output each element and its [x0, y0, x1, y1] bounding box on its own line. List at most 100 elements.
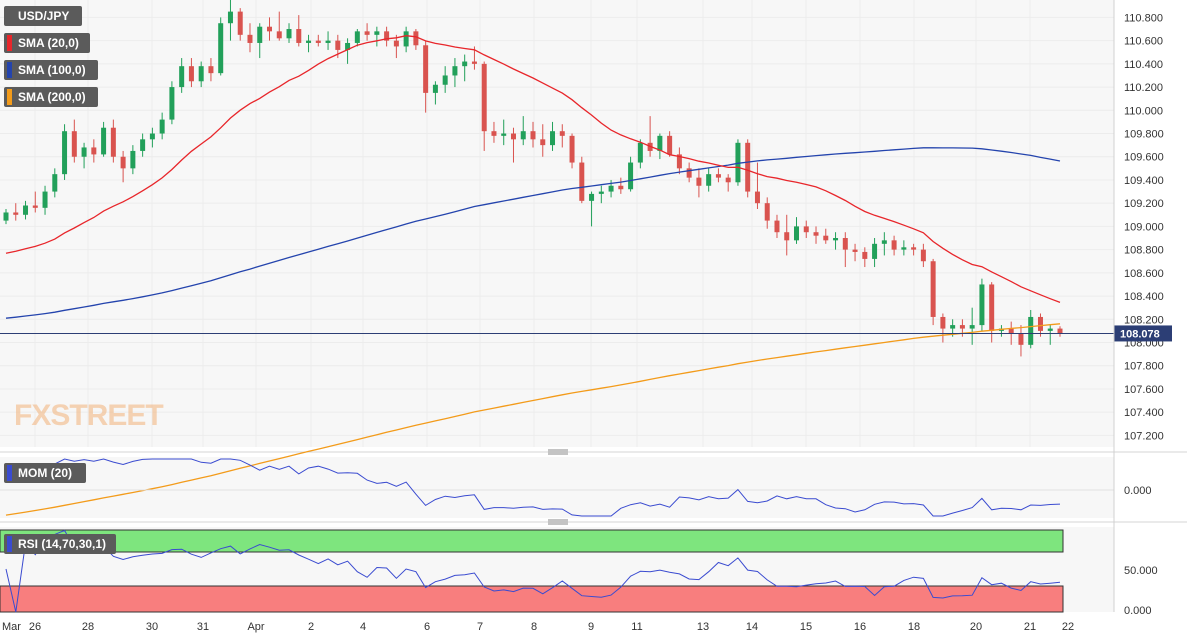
price-tick-label: 108.200 — [1124, 314, 1164, 326]
x-tick-label: 26 — [29, 621, 41, 633]
mom-panel — [0, 457, 1114, 518]
candle-body — [91, 147, 97, 155]
candle-body — [784, 232, 790, 241]
current-price-label: 108.078 — [1120, 328, 1160, 340]
candle-body — [364, 31, 370, 35]
x-tick-label: 16 — [854, 621, 866, 633]
candle-body — [715, 174, 721, 178]
candle-body — [13, 212, 19, 215]
candle-body — [432, 84, 438, 93]
candle-body — [110, 127, 116, 157]
candle-body — [393, 40, 399, 47]
candle-body — [569, 135, 575, 163]
sma100-swatch — [7, 62, 12, 78]
sma20-swatch — [7, 35, 12, 51]
candle-body — [794, 226, 799, 241]
candle-body — [686, 168, 692, 178]
price-tick-label: 109.200 — [1124, 198, 1164, 210]
candle-body — [179, 66, 185, 88]
x-tick-label: 30 — [146, 621, 158, 633]
candle-body — [286, 29, 292, 39]
candle-body — [930, 261, 936, 317]
candle-body — [423, 45, 429, 93]
legend-sma20: SMA (20,0) — [4, 33, 90, 53]
candle-body — [1047, 328, 1053, 331]
candle-body — [23, 205, 29, 215]
candle-body — [1057, 328, 1063, 334]
candle-body — [1037, 316, 1043, 331]
candle-body — [872, 243, 878, 259]
candle-body — [1028, 316, 1034, 345]
price-tick-label: 107.800 — [1124, 361, 1164, 373]
candle-body — [959, 325, 965, 329]
candle-body — [589, 193, 595, 201]
price-tick-label: 107.600 — [1124, 384, 1164, 396]
candle-body — [920, 249, 926, 262]
candle-body — [579, 162, 585, 201]
candle-body — [227, 11, 233, 24]
candle-body — [140, 139, 146, 151]
candle-body — [315, 40, 321, 43]
price-tick-label: 109.800 — [1124, 129, 1164, 141]
x-tick-label: 15 — [800, 621, 812, 633]
candle-body — [725, 177, 731, 183]
candle-body — [237, 11, 243, 35]
candle-body — [842, 238, 848, 250]
price-tick-label: 109.400 — [1124, 175, 1164, 187]
candle-body — [618, 185, 624, 190]
candle-body — [335, 40, 341, 50]
candle-body — [218, 23, 224, 74]
candle-body — [32, 205, 38, 208]
candle-body — [989, 284, 995, 331]
candle-body — [374, 31, 380, 35]
candle-body — [188, 66, 194, 82]
price-tick-label: 110.200 — [1124, 82, 1163, 94]
mom-line — [5, 458, 1061, 517]
candle-body — [1008, 328, 1014, 334]
price-tick-label: 108.800 — [1124, 245, 1164, 257]
x-tick-label: 20 — [970, 621, 982, 633]
price-tick-label: 110.000 — [1124, 105, 1163, 117]
main-panel — [0, 0, 1114, 447]
candle-body — [862, 251, 868, 259]
candle-body — [491, 131, 497, 136]
x-tick-label: 18 — [908, 621, 920, 633]
instrument-label: USD/JPY — [18, 9, 70, 23]
legend-rsi: RSI (14,70,30,1) — [4, 534, 116, 554]
candle-body — [208, 66, 214, 74]
sma200-label: SMA (200,0) — [18, 90, 86, 104]
price-tick-label: 110.800 — [1124, 12, 1163, 24]
candle-body — [754, 191, 760, 204]
sma200-swatch — [7, 89, 12, 105]
legend-sma100: SMA (100,0) — [4, 60, 98, 80]
candle-body — [101, 127, 107, 155]
instrument-swatch — [7, 8, 12, 24]
legend-sma200: SMA (200,0) — [4, 87, 98, 107]
sma100-label: SMA (100,0) — [18, 63, 86, 77]
candle-body — [774, 220, 780, 233]
legend-mom: MOM (20) — [4, 463, 86, 483]
candle-body — [969, 325, 975, 329]
candle-body — [247, 34, 253, 43]
rsi-tick-label: 50.000 — [1124, 565, 1158, 577]
candle-body — [530, 131, 536, 140]
candle-body — [979, 284, 985, 326]
watermark: FXSTREET — [14, 399, 163, 432]
x-tick-label: 6 — [424, 621, 430, 633]
candle-body — [62, 131, 68, 175]
candle-body — [559, 131, 565, 136]
candle-body — [462, 61, 468, 67]
candle-body — [1018, 333, 1024, 345]
x-tick-label: 14 — [746, 621, 758, 633]
x-tick-label: 8 — [531, 621, 537, 633]
candle-body — [481, 63, 487, 132]
candle-body — [276, 31, 282, 39]
candle-body — [149, 133, 155, 140]
candle-body — [637, 142, 643, 163]
candle-body — [833, 238, 839, 241]
x-tick-label: 4 — [360, 621, 366, 633]
candle-body — [3, 212, 9, 221]
x-tick-label: 21 — [1024, 621, 1036, 633]
price-tick-label: 107.400 — [1124, 407, 1164, 419]
